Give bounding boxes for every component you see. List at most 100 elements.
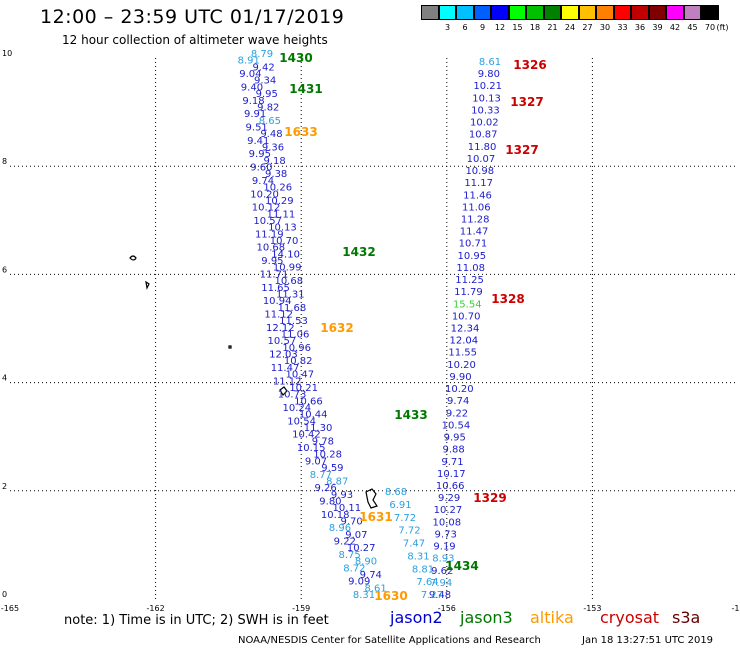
x-tick-label: -159 xyxy=(292,604,310,612)
wave-height-label: 9.40 xyxy=(241,82,263,93)
legend-swatch xyxy=(596,5,614,20)
legend-level-label: 15 xyxy=(512,23,523,32)
y-tick-label: 8 xyxy=(2,157,7,166)
wave-height-label: 11.65 xyxy=(261,283,290,294)
wave-height-label: 11.79 xyxy=(454,287,483,298)
wave-height-label: 11.19 xyxy=(255,229,284,240)
satellite-name-altika: altika xyxy=(530,608,574,627)
wave-height-label: 8.61 xyxy=(364,583,386,594)
wave-height-label: 10.13 xyxy=(268,223,297,234)
wave-height-label: 10.44 xyxy=(299,410,328,421)
wave-height-label: 9.91 xyxy=(244,109,266,120)
legend-level-label: 27 xyxy=(582,23,593,32)
legend-level-label: 45 xyxy=(687,23,698,32)
wave-height-label: 9.07 xyxy=(345,530,367,541)
legend-level-label: 39 xyxy=(652,23,663,32)
wave-height-label: 9.29 xyxy=(438,493,460,504)
wave-height-label: 10.68 xyxy=(274,276,303,287)
wave-height-label: 10.29 xyxy=(265,196,294,207)
altimeter-map: -165-162-159-156-153-1502468108.798.919.… xyxy=(1,49,740,612)
legend-swatch xyxy=(508,5,526,20)
pass-time-label: 1630 xyxy=(374,589,407,603)
wave-height-label: 10.27 xyxy=(347,543,376,554)
wave-height-label: 10.94 xyxy=(263,296,292,307)
island-outline xyxy=(365,488,378,509)
wave-height-label: 8.31 xyxy=(407,551,429,562)
wave-height-label: 9.95 xyxy=(249,149,271,160)
legend-level-label: 24 xyxy=(564,23,576,32)
wave-height-label: 9.74 xyxy=(447,396,469,407)
wave-height-label: 10.08 xyxy=(432,517,461,528)
legend-level-label: 21 xyxy=(547,23,558,32)
wave-height-label: 10.15 xyxy=(297,443,326,454)
wave-height-label: 10.21 xyxy=(289,383,318,394)
credit-text: NOAA/NESDIS Center for Satellite Applica… xyxy=(238,635,541,646)
wave-height-label: 10.87 xyxy=(469,130,498,141)
legend-swatch xyxy=(526,5,544,20)
wave-height-label: 8.77 xyxy=(310,470,332,481)
wave-height-label: 9.88 xyxy=(443,445,465,456)
wave-height-label: 9.48 xyxy=(260,129,282,140)
y-tick-label: 10 xyxy=(2,49,12,58)
wave-height-label: 9.74 xyxy=(252,176,274,187)
legend-swatch xyxy=(438,5,456,20)
wave-height-label: 9.34 xyxy=(254,76,276,87)
legend-level-label: 42 xyxy=(669,23,681,32)
pass-time-label: 1326 xyxy=(513,58,546,72)
wave-height-label: 10.20 xyxy=(445,384,474,395)
legend-level-label: 9 xyxy=(479,23,486,32)
wave-height-label: 9.18 xyxy=(263,156,285,167)
wave-height-label: 11.47 xyxy=(271,363,300,374)
wave-height-label: 9.74 xyxy=(360,570,382,581)
wave-height-label: 11.30 xyxy=(304,423,333,434)
wave-height-label: 9.26 xyxy=(314,483,336,494)
island-outline xyxy=(129,255,137,261)
wave-height-label: 8.72 xyxy=(343,563,365,574)
wave-height-label: 9.62 xyxy=(431,566,453,577)
wave-height-label: 10.54 xyxy=(287,416,316,427)
pass-time-label: 1431 xyxy=(289,82,322,96)
wave-height-label: 11.11 xyxy=(267,209,296,220)
wave-height-label: 11.46 xyxy=(463,190,492,201)
wave-height-label: 11.47 xyxy=(460,227,489,238)
wave-height-label: 10.28 xyxy=(313,450,342,461)
legend-swatch xyxy=(613,5,631,20)
pass-time-label: 1433 xyxy=(394,408,427,422)
wave-height-label: 12.34 xyxy=(451,324,480,335)
wave-height-label: 10.11 xyxy=(332,503,361,514)
legend-level-label: 12 xyxy=(494,23,506,32)
island-outline xyxy=(228,345,232,349)
pass-time-label: 1327 xyxy=(510,95,543,109)
wave-height-label: 8.81 xyxy=(412,564,434,575)
wave-height-label: 6.91 xyxy=(389,500,411,511)
legend-unit: (ft) xyxy=(716,23,729,32)
wave-height-label: 11.17 xyxy=(464,178,493,189)
wave-height-label: 11.25 xyxy=(455,275,484,286)
wave-height-label: 10.21 xyxy=(473,81,502,92)
wave-height-label: 10.66 xyxy=(294,396,323,407)
wave-height-label: 9.09 xyxy=(348,577,370,588)
wave-height-label: 8.79 xyxy=(251,49,273,60)
wave-height-label: 8.75 xyxy=(338,550,360,561)
pass-time-label: 1631 xyxy=(359,510,392,524)
legend-swatch xyxy=(648,5,666,20)
satellite-name-jason3: jason3 xyxy=(460,608,513,627)
wave-height-label: 10.20 xyxy=(447,360,476,371)
wave-height-label: 9.51 xyxy=(246,122,268,133)
wave-height-label: 7.94 xyxy=(430,578,452,589)
wave-height-label: 10.73 xyxy=(278,390,307,401)
wave-height-label: 10.57 xyxy=(268,336,297,347)
legend-level-label: 6 xyxy=(462,23,468,32)
x-tick-label: -156 xyxy=(438,604,456,612)
wave-height-label: 10.98 xyxy=(465,166,494,177)
wave-height-label: 11.71 xyxy=(260,269,289,280)
wave-height-label: 7.72 xyxy=(394,513,416,524)
wave-height-label: 8.61 xyxy=(479,57,501,68)
legend-swatch xyxy=(491,5,509,20)
wave-height-label: 10.82 xyxy=(284,356,313,367)
wave-height-label: 10.33 xyxy=(471,105,500,116)
wave-height-label: 9.19 xyxy=(433,542,455,553)
wave-height-label: 10.18 xyxy=(321,510,350,521)
wave-height-label: 9.93 xyxy=(331,490,353,501)
wave-height-label: 9.80 xyxy=(478,69,500,80)
